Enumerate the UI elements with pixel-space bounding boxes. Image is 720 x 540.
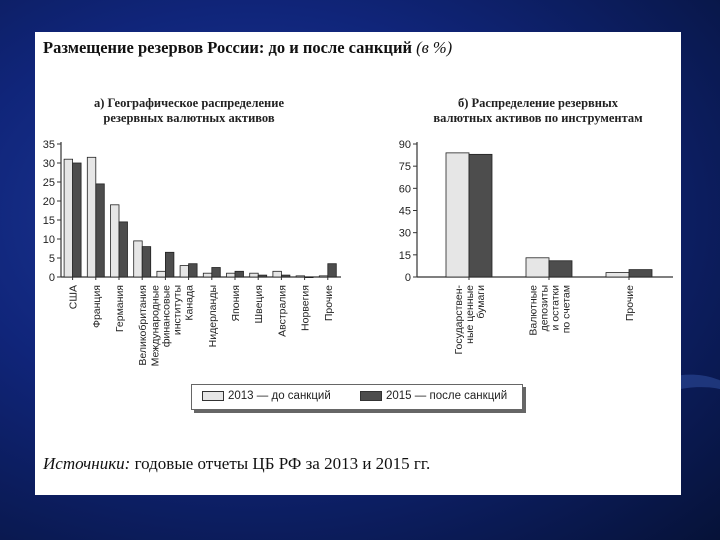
title-unit: (в %) bbox=[416, 38, 453, 57]
legend-item-2013: 2013 — до санкций bbox=[202, 390, 331, 402]
chart-b-bar-2015 bbox=[548, 260, 573, 278]
legend-item-2015: 2015 — после санкций bbox=[360, 390, 507, 402]
source-note: Источники: годовые отчеты ЦБ РФ за 2013 … bbox=[43, 454, 431, 473]
chart-a-title: а) Географическое распределение резервны… bbox=[94, 96, 284, 125]
chart-a-category-label: Австралия bbox=[276, 285, 288, 337]
chart-a-bar-2013 bbox=[202, 272, 213, 278]
chart-a-bar-2015 bbox=[280, 274, 291, 278]
chart-a-bar-2015 bbox=[327, 263, 337, 278]
chart-a-bar-2013 bbox=[156, 270, 166, 278]
chart-a-y-tick-label: 30 bbox=[43, 158, 55, 170]
chart-b-bar-2015 bbox=[468, 153, 493, 278]
legend-swatch-2015 bbox=[360, 390, 382, 401]
chart-b-y-tick-label: 30 bbox=[399, 228, 411, 240]
chart-a-bar-2015 bbox=[118, 221, 128, 278]
chart-a-category-label: США bbox=[68, 285, 80, 309]
chart-a-y-tick-label: 0 bbox=[49, 272, 55, 284]
chart-a-bar-2013 bbox=[179, 265, 190, 278]
chart-b-y-tick-label: 0 bbox=[405, 272, 411, 284]
chart-a-y-tick-label: 15 bbox=[43, 215, 55, 227]
chart-b-y-tick-label: 45 bbox=[399, 206, 411, 218]
chart-a-bar-2015 bbox=[304, 276, 314, 279]
chart-b-bar-2015 bbox=[628, 269, 653, 278]
chart-b-y-tick-label: 90 bbox=[399, 139, 411, 151]
chart-a-y-tick-label: 10 bbox=[43, 234, 55, 246]
chart-b-y-tick-label: 75 bbox=[399, 161, 411, 173]
slide-title: Размещение резервов России: до и после с… bbox=[43, 38, 453, 57]
chart-b-y-tick-label: 15 bbox=[399, 250, 411, 262]
chart-b-bar-2013 bbox=[605, 272, 630, 278]
slide-panel: Размещение резервов России: до и после с… bbox=[35, 32, 681, 495]
chart-a-bar-2015 bbox=[257, 274, 268, 278]
chart-a-bar-2015 bbox=[188, 263, 198, 278]
chart-a-category-label: Прочие bbox=[323, 285, 335, 321]
chart-a-bar-2013 bbox=[249, 272, 259, 278]
chart-a-bar-2013 bbox=[318, 275, 329, 278]
chart-a-category-label: Нидерланды bbox=[207, 285, 219, 347]
chart-a-category-label: Франция bbox=[91, 285, 103, 328]
chart-a-y-tick-label: 35 bbox=[43, 139, 55, 151]
chart-b-bar-2013 bbox=[445, 152, 470, 278]
chart-a-bar-2015 bbox=[234, 270, 244, 278]
chart-a-y-tick-label: 25 bbox=[43, 177, 55, 189]
chart-a-bar-2015 bbox=[211, 267, 221, 278]
chart-a-bar-2013 bbox=[110, 204, 120, 278]
legend-swatch-2013 bbox=[202, 390, 224, 401]
charts-svg: 0 5 10 15 20 25 30 35 США Франция Германия Великобр… bbox=[43, 139, 673, 367]
chart-a-bar-2013 bbox=[226, 272, 236, 278]
chart-a-bar-2013 bbox=[295, 275, 306, 278]
chart-a-y-tick-label: 20 bbox=[43, 196, 55, 208]
chart-b-y-tick-label: 60 bbox=[399, 183, 411, 195]
chart-a-bar-2015 bbox=[141, 246, 152, 278]
chart-a-category-label: Великобритания bbox=[137, 285, 149, 366]
chart-a-category-label: Япония bbox=[230, 285, 242, 321]
chart-a-bar-2015 bbox=[95, 183, 105, 278]
legend: 2013 — до санкций 2015 — после санкций bbox=[191, 384, 523, 410]
chart-b-category-label: Прочие bbox=[624, 285, 636, 321]
chart-b-category-label: Валютныедепозитыи остаткипо счетам bbox=[528, 285, 573, 336]
chart-a-category-label: Канада bbox=[184, 285, 196, 321]
chart-a-bar-2013 bbox=[63, 158, 74, 278]
chart-a-bar-2013 bbox=[133, 240, 143, 278]
chart-a-category-label: Швеция bbox=[253, 285, 265, 324]
chart-b-bar-2013 bbox=[525, 257, 550, 278]
chart-a-category-label: Германия bbox=[114, 285, 126, 332]
chart-a-category-label: Международныефинансовыеинституты bbox=[149, 285, 183, 367]
chart-a-bar-2015 bbox=[72, 162, 82, 278]
chart-a-bar-2013 bbox=[272, 270, 282, 278]
chart-a-category-label: Норвегия bbox=[300, 285, 312, 331]
chart-a-bar-2013 bbox=[86, 156, 97, 278]
chart-a-y-tick-label: 5 bbox=[49, 253, 55, 265]
chart-b-title: б) Распределение резервных валютных акти… bbox=[433, 96, 643, 125]
chart-b-category-label: Государствен-ные ценныебумаги bbox=[453, 284, 487, 354]
chart-a-bar-2015 bbox=[164, 251, 175, 278]
